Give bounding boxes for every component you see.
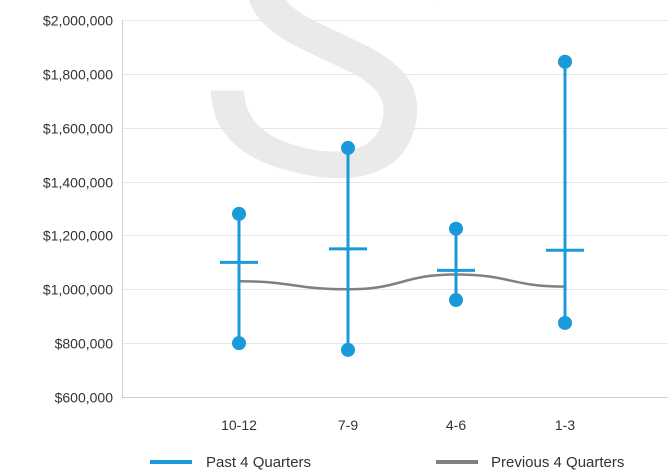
x-tick-label: 10-12	[221, 417, 257, 433]
range-7-9	[329, 140, 367, 357]
x-tick-label: 7-9	[338, 417, 358, 433]
y-tick-label: $2,000,000	[43, 13, 113, 29]
legend-item: Past 4 Quarters	[150, 454, 311, 471]
low-point	[558, 315, 572, 330]
watermark: S	[167, 0, 485, 270]
legend: Past 4 Quarters Previous 4 Quarters	[150, 454, 624, 471]
y-tick-label: $600,000	[55, 390, 114, 406]
y-tick-label: $1,800,000	[43, 67, 113, 83]
legend-label: Previous 4 Quarters	[491, 454, 624, 471]
y-tick-label: $1,200,000	[43, 228, 113, 244]
low-point	[232, 336, 246, 351]
past-quarters-series	[220, 54, 584, 357]
high-point	[558, 54, 572, 69]
x-tick-label: 1-3	[555, 417, 575, 433]
high-point	[232, 206, 246, 221]
range-10-12	[220, 206, 258, 351]
legend-item: Previous 4 Quarters	[436, 454, 624, 471]
high-point	[449, 221, 463, 236]
range-4-6	[437, 221, 475, 308]
low-point	[341, 342, 355, 357]
legend-label: Past 4 Quarters	[206, 454, 311, 471]
low-point	[449, 293, 463, 308]
previous-quarters-series	[238, 273, 566, 291]
grid	[122, 20, 668, 398]
y-tick-label: $1,000,000	[43, 282, 113, 298]
high-point	[341, 140, 355, 155]
y-axis: $600,000 $800,000 $1,000,000 $1,200,000 $1,4…	[43, 13, 113, 406]
x-axis: 10-12 7-9 4-6 1-3	[221, 417, 575, 433]
x-tick-label: 4-6	[446, 417, 466, 433]
previous-quarters-line	[238, 273, 566, 291]
range-1-3	[546, 54, 584, 330]
y-tick-label: $800,000	[55, 336, 114, 352]
y-tick-label: $1,400,000	[43, 175, 113, 191]
y-tick-label: $1,600,000	[43, 121, 113, 137]
